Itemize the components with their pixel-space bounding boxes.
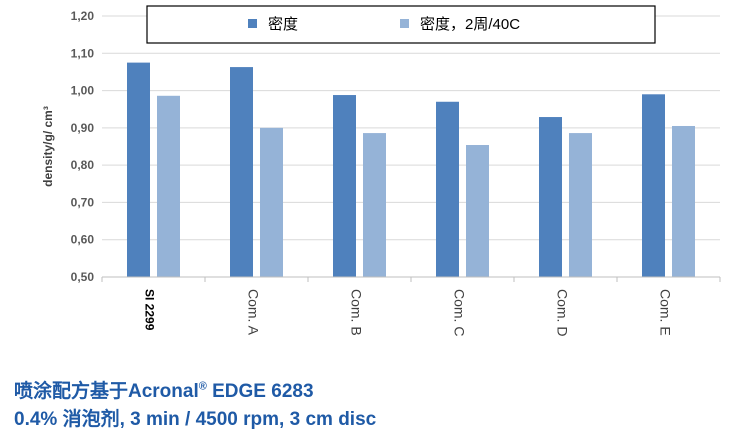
y-tick-label: 1,10 (71, 46, 95, 60)
y-tick-label: 1,20 (71, 9, 95, 23)
bar-density-2w (260, 127, 283, 277)
legend-swatch (248, 19, 257, 28)
registered-mark: ® (198, 380, 207, 393)
bar-density (539, 117, 562, 278)
bar-density-2w (466, 145, 489, 277)
x-tick-label: SI 2299 (143, 289, 157, 331)
caption-line1-text: 喷涂配方基于Acronal (14, 381, 199, 402)
y-tick-label: 1,00 (71, 84, 95, 98)
legend-swatch (400, 19, 409, 28)
y-tick-label: 0,90 (71, 121, 95, 135)
bar-density-2w (363, 133, 386, 277)
bar-density-2w (672, 125, 695, 277)
y-tick-label: 0,80 (71, 158, 95, 172)
bar-density (642, 94, 665, 277)
bar-density-2w (569, 133, 592, 277)
y-axis-label: density/g/ cm³ (41, 106, 55, 187)
bar-density (333, 95, 356, 277)
bar-density (127, 62, 150, 277)
x-tick-label: Com. A (246, 289, 262, 336)
caption-line-2: 0.4% 消泡剂, 3 min / 4500 rpm, 3 cm disc (14, 409, 377, 430)
y-tick-label: 0,50 (71, 270, 95, 284)
x-tick-label: Com. B (349, 289, 365, 336)
legend-label: 密度 (268, 16, 298, 33)
x-tick-label: Com. E (658, 289, 674, 336)
bar-density (230, 67, 253, 278)
bar-density-2w (157, 95, 180, 277)
y-tick-label: 0,60 (71, 233, 95, 247)
bar-density (436, 101, 459, 277)
caption-line-1: 喷涂配方基于Acronal® EDGE 6283 (14, 376, 314, 403)
legend-label: 密度，2周/40C (420, 16, 520, 33)
x-tick-label: Com. D (555, 289, 571, 336)
bar-chart: 0,50 0,60 0,70 0,80 0,90 1,00 1,10 1,20 density/… (41, 5, 721, 336)
x-tick-label: Com. C (452, 289, 468, 336)
y-tick-label: 0,70 (71, 195, 95, 209)
chart: 0,50 0,60 0,70 0,80 0,90 1,00 1,10 1,20 density/… (41, 5, 721, 336)
caption-line1-tail: EDGE 6283 (206, 381, 314, 402)
